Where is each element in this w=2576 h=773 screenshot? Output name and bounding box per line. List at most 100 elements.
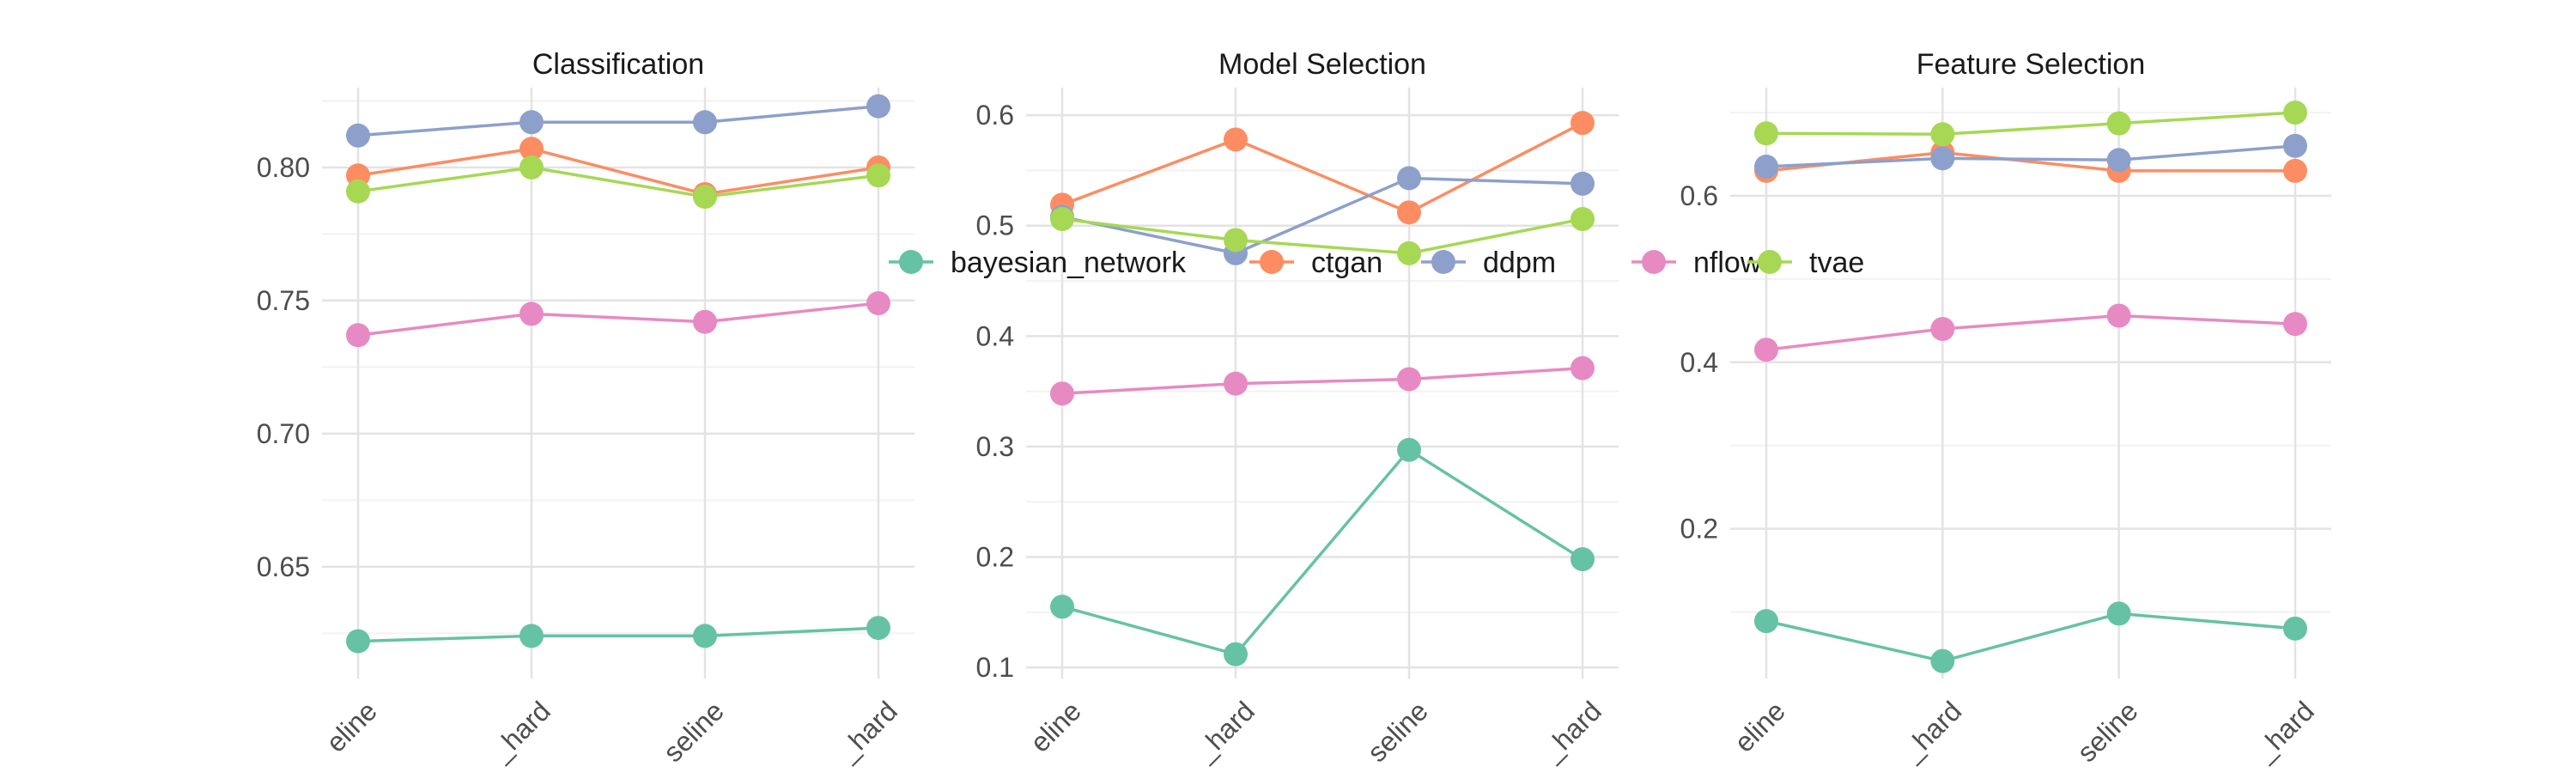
data-point xyxy=(1224,228,1248,253)
panels: 0.65 0.70 0.75 0.80 eline _hard seline _hard Cla… xyxy=(257,48,2331,768)
data-point xyxy=(1571,171,1595,196)
series-line xyxy=(1061,176,1583,255)
series-ctgan xyxy=(1754,140,2307,183)
legend-marker xyxy=(1642,250,1666,274)
data-point xyxy=(519,137,544,161)
series-line xyxy=(1061,217,1583,255)
x-tick-label: _hard xyxy=(484,695,556,767)
data-point xyxy=(866,291,890,316)
x-tick-label: _hard xyxy=(2248,695,2320,767)
series-nflow xyxy=(1754,303,2307,362)
data-point xyxy=(2283,100,2307,125)
panel-title: Model Selection xyxy=(1218,48,1426,81)
series-line xyxy=(357,301,879,337)
data-point xyxy=(1050,381,1074,406)
data-point xyxy=(2106,601,2131,626)
data-point xyxy=(2106,111,2131,136)
data-point xyxy=(693,309,717,334)
data-point xyxy=(1571,207,1595,232)
data-point xyxy=(2106,148,2131,173)
series-line xyxy=(1061,447,1583,656)
legend-marker xyxy=(1431,250,1455,274)
series-line xyxy=(357,626,879,643)
data-point xyxy=(1930,648,1955,673)
series-line xyxy=(357,147,879,196)
series-bayesian_network xyxy=(1050,437,1595,666)
data-point xyxy=(1397,367,1421,392)
data-point xyxy=(346,323,370,348)
panel-1: 0.65 0.70 0.75 0.80 eline _hard seline _hard Cla… xyxy=(257,48,914,768)
data-point xyxy=(2283,133,2307,158)
series-ddpm xyxy=(346,94,890,148)
series-line xyxy=(1061,121,1583,215)
legend-marker xyxy=(899,250,923,274)
data-point xyxy=(1930,122,1955,147)
y-tick-label: 0.1 xyxy=(976,652,1014,683)
y-tick-label: 0.5 xyxy=(976,210,1014,241)
y-tick-label: 0.4 xyxy=(976,320,1014,351)
series-line xyxy=(357,104,879,137)
data-point xyxy=(693,110,717,135)
legend-item-ctgan: ctgan xyxy=(1249,247,1382,279)
data-point xyxy=(1571,111,1595,136)
series-tvae xyxy=(346,155,890,210)
data-point xyxy=(1397,437,1421,462)
data-point xyxy=(346,123,370,148)
series-line xyxy=(357,166,879,198)
data-point xyxy=(1571,547,1595,572)
data-point xyxy=(2283,158,2307,183)
x-tick-label: seline xyxy=(657,695,730,768)
legend-marker xyxy=(1260,250,1284,274)
legend-label: ddpm xyxy=(1483,247,1556,279)
data-point xyxy=(519,155,544,180)
data-point xyxy=(1397,166,1421,191)
y-tick-label: 0.2 xyxy=(1680,514,1718,545)
series-bayesian_network xyxy=(346,616,890,654)
data-point xyxy=(693,624,717,648)
y-tick-label: 0.80 xyxy=(257,152,310,183)
data-point xyxy=(1930,146,1955,171)
panel-title: Classification xyxy=(532,48,704,81)
series-tvae xyxy=(1050,207,1595,265)
series-line xyxy=(1765,144,2296,168)
data-point xyxy=(1754,338,1778,362)
panel-title: Feature Selection xyxy=(1917,48,2146,81)
x-tick-label: _hard xyxy=(1188,695,1261,767)
x-tick-label: _hard xyxy=(1535,695,1607,767)
series-ctgan xyxy=(346,137,890,206)
data-point xyxy=(693,185,717,210)
data-point xyxy=(519,301,544,326)
x-tick-label: _hard xyxy=(1895,695,1967,767)
legend-item-ddpm: ddpm xyxy=(1421,247,1556,279)
data-point xyxy=(1050,594,1074,619)
y-tick-label: 0.70 xyxy=(257,418,310,449)
y-tick-label: 0.2 xyxy=(976,542,1014,573)
x-tick-label: eline xyxy=(1024,695,1087,758)
y-tick-label: 0.65 xyxy=(257,551,310,582)
x-tick-label: _hard xyxy=(831,695,903,767)
y-tick-label: 0.6 xyxy=(1680,180,1718,211)
data-point xyxy=(1754,121,1778,146)
series-line xyxy=(1061,366,1583,395)
legend: bayesian_network ctgan ddpm nflow tvae xyxy=(889,247,1864,279)
legend-item-nflow: nflow xyxy=(1631,247,1762,279)
data-point xyxy=(346,179,370,204)
series-line xyxy=(1765,612,2296,663)
data-point xyxy=(866,616,890,641)
data-point xyxy=(1050,207,1074,232)
data-point xyxy=(1930,317,1955,342)
data-point xyxy=(519,624,544,648)
y-tick-label: 0.6 xyxy=(976,100,1014,131)
legend-label: bayesian_network xyxy=(951,247,1187,279)
panel-3: 0.2 0.4 0.6 eline _hard seline _hard Feature Se… xyxy=(1680,48,2331,768)
x-tick-label: eline xyxy=(320,695,383,758)
y-tick-label: 0.4 xyxy=(1680,347,1718,378)
data-point xyxy=(1571,356,1595,380)
series-line xyxy=(1765,111,2296,137)
data-point xyxy=(2106,303,2131,328)
data-point xyxy=(1224,371,1248,396)
legend-marker xyxy=(1758,250,1782,274)
data-point xyxy=(1397,240,1421,265)
x-tick-label: seline xyxy=(2071,695,2144,768)
